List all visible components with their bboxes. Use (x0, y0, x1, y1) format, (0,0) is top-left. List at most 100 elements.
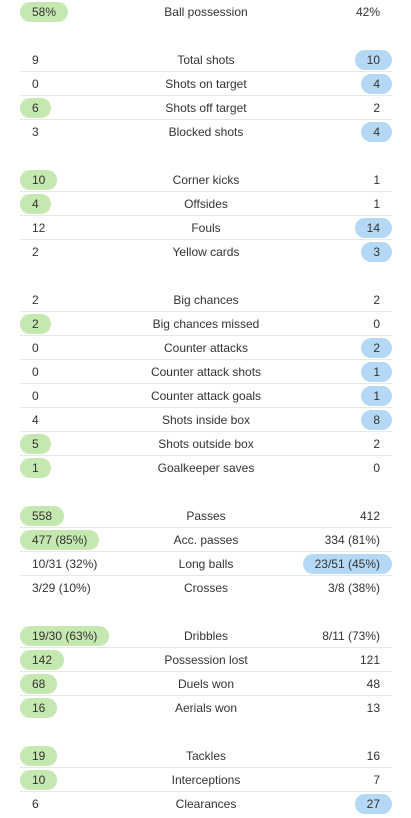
home-value: 3/29 (10%) (32, 581, 91, 595)
stat-row: 12 Fouls 14 (20, 216, 392, 240)
home-value: 4 (32, 413, 39, 427)
stat-label: Dribbles (183, 629, 229, 643)
stat-row: 9 Total shots 10 (20, 48, 392, 72)
stat-label: Blocked shots (168, 125, 244, 139)
away-value: 1 (373, 173, 380, 187)
home-value: 0 (32, 365, 39, 379)
away-value: 3 (361, 242, 392, 262)
stat-row: 0 Counter attack shots 1 (20, 360, 392, 384)
stat-label: Counter attack goals (150, 389, 262, 403)
stat-group: 9 Total shots 10 0 Shots on target 4 6 Shots of… (0, 48, 411, 144)
away-value: 2 (373, 101, 380, 115)
stat-row: 142 Possession lost 121 (20, 648, 392, 672)
stat-row: 2 Big chances 2 (20, 288, 392, 312)
stat-row: 2 Yellow cards 3 (20, 240, 392, 264)
away-value: 0 (373, 461, 380, 475)
stat-label: Yellow cards (172, 245, 240, 259)
away-value: 1 (361, 362, 392, 382)
home-value: 1 (20, 458, 51, 478)
stat-label: Interceptions (171, 773, 241, 787)
home-value: 58% (20, 2, 69, 22)
stat-row: 4 Shots inside box 8 (20, 408, 392, 432)
stat-row: 0 Shots on target 4 (20, 72, 392, 96)
away-value: 0 (373, 317, 380, 331)
group-spacer (0, 24, 411, 48)
away-value: 2 (373, 437, 380, 451)
stat-row: 19/30 (63%) Dribbles 8/11 (73%) (20, 624, 392, 648)
home-value: 3 (32, 125, 39, 139)
stat-label: Shots off target (165, 101, 247, 115)
stat-row: 3 Blocked shots 4 (20, 120, 392, 144)
stat-label: Shots inside box (161, 413, 251, 427)
stat-row: 10 Corner kicks 1 (20, 168, 392, 192)
stat-label: Shots on target (165, 77, 247, 91)
away-value: 4 (361, 74, 392, 94)
home-value: 10/31 (32%) (32, 557, 98, 571)
away-value: 42% (355, 5, 380, 19)
group-spacer (0, 144, 411, 168)
stat-label: Counter attack shots (150, 365, 262, 379)
stat-row: 0 Counter attack goals 1 (20, 384, 392, 408)
group-spacer (0, 600, 411, 624)
stat-label: Total shots (177, 53, 235, 67)
away-value: 1 (361, 386, 392, 406)
away-value: 8 (361, 410, 392, 430)
away-value: 8/11 (73%) (322, 629, 380, 643)
group-spacer (0, 264, 411, 288)
stat-label: Offsides (184, 197, 228, 211)
stat-group: 10 Corner kicks 1 4 Offsides 1 12 Fouls 14 2 Yello… (0, 168, 411, 264)
stat-row: 0 Counter attacks 2 (20, 336, 392, 360)
stat-group: 19 Tackles 16 10 Interceptions 7 6 Clearances 27 (0, 744, 411, 816)
stat-label: Passes (186, 509, 226, 523)
home-value: 12 (32, 221, 46, 235)
stat-group: 2 Big chances 2 2 Big chances missed 0 0 Counte… (0, 288, 411, 480)
stat-label: Acc. passes (173, 533, 239, 547)
stat-row: 1 Goalkeeper saves 0 (20, 456, 392, 480)
stat-label: Long balls (178, 557, 234, 571)
stat-label: Counter attacks (163, 341, 249, 355)
home-value: 19 (20, 746, 58, 766)
stat-row: 4 Offsides 1 (20, 192, 392, 216)
home-value: 5 (20, 434, 51, 454)
stat-row: 477 (85%) Acc. passes 334 (81%) (20, 528, 392, 552)
home-value: 0 (32, 389, 39, 403)
home-value: 558 (20, 506, 65, 526)
away-value: 4 (361, 122, 392, 142)
away-value: 334 (81%) (324, 533, 380, 547)
stat-row: 5 Shots outside box 2 (20, 432, 392, 456)
stat-row: 3/29 (10%) Crosses 3/8 (38%) (20, 576, 392, 600)
stat-row: 10 Interceptions 7 (20, 768, 392, 792)
away-value: 23/51 (45%) (302, 554, 392, 574)
stat-row: 58% Ball possession 42% (20, 0, 392, 24)
home-value: 2 (32, 293, 39, 307)
home-value: 10 (20, 770, 58, 790)
stat-label: Aerials won (174, 701, 238, 715)
home-value: 6 (20, 98, 51, 118)
group-spacer (0, 720, 411, 744)
stat-row: 16 Aerials won 13 (20, 696, 392, 720)
stat-label: Possession lost (164, 653, 248, 667)
away-value: 121 (359, 653, 380, 667)
stat-label: Tackles (185, 749, 227, 763)
away-value: 10 (354, 50, 392, 70)
away-value: 14 (354, 218, 392, 238)
home-value: 9 (32, 53, 39, 67)
home-value: 10 (20, 170, 58, 190)
stat-label: Big chances (173, 293, 239, 307)
stat-group: 558 Passes 412 477 (85%) Acc. passes 334 (81%… (0, 504, 411, 600)
away-value: 48 (366, 677, 380, 691)
stat-label: Goalkeeper saves (157, 461, 255, 475)
stat-label: Crosses (183, 581, 229, 595)
away-value: 13 (366, 701, 380, 715)
stat-label: Fouls (191, 221, 221, 235)
home-value: 2 (32, 245, 39, 259)
stat-group: 58% Ball possession 42% (0, 0, 411, 24)
stat-label: Corner kicks (172, 173, 240, 187)
stat-row: 6 Shots off target 2 (20, 96, 392, 120)
home-value: 477 (85%) (20, 530, 100, 550)
stat-label: Ball possession (164, 5, 248, 19)
home-value: 0 (32, 77, 39, 91)
home-value: 68 (20, 674, 58, 694)
stat-label: Big chances missed (152, 317, 260, 331)
